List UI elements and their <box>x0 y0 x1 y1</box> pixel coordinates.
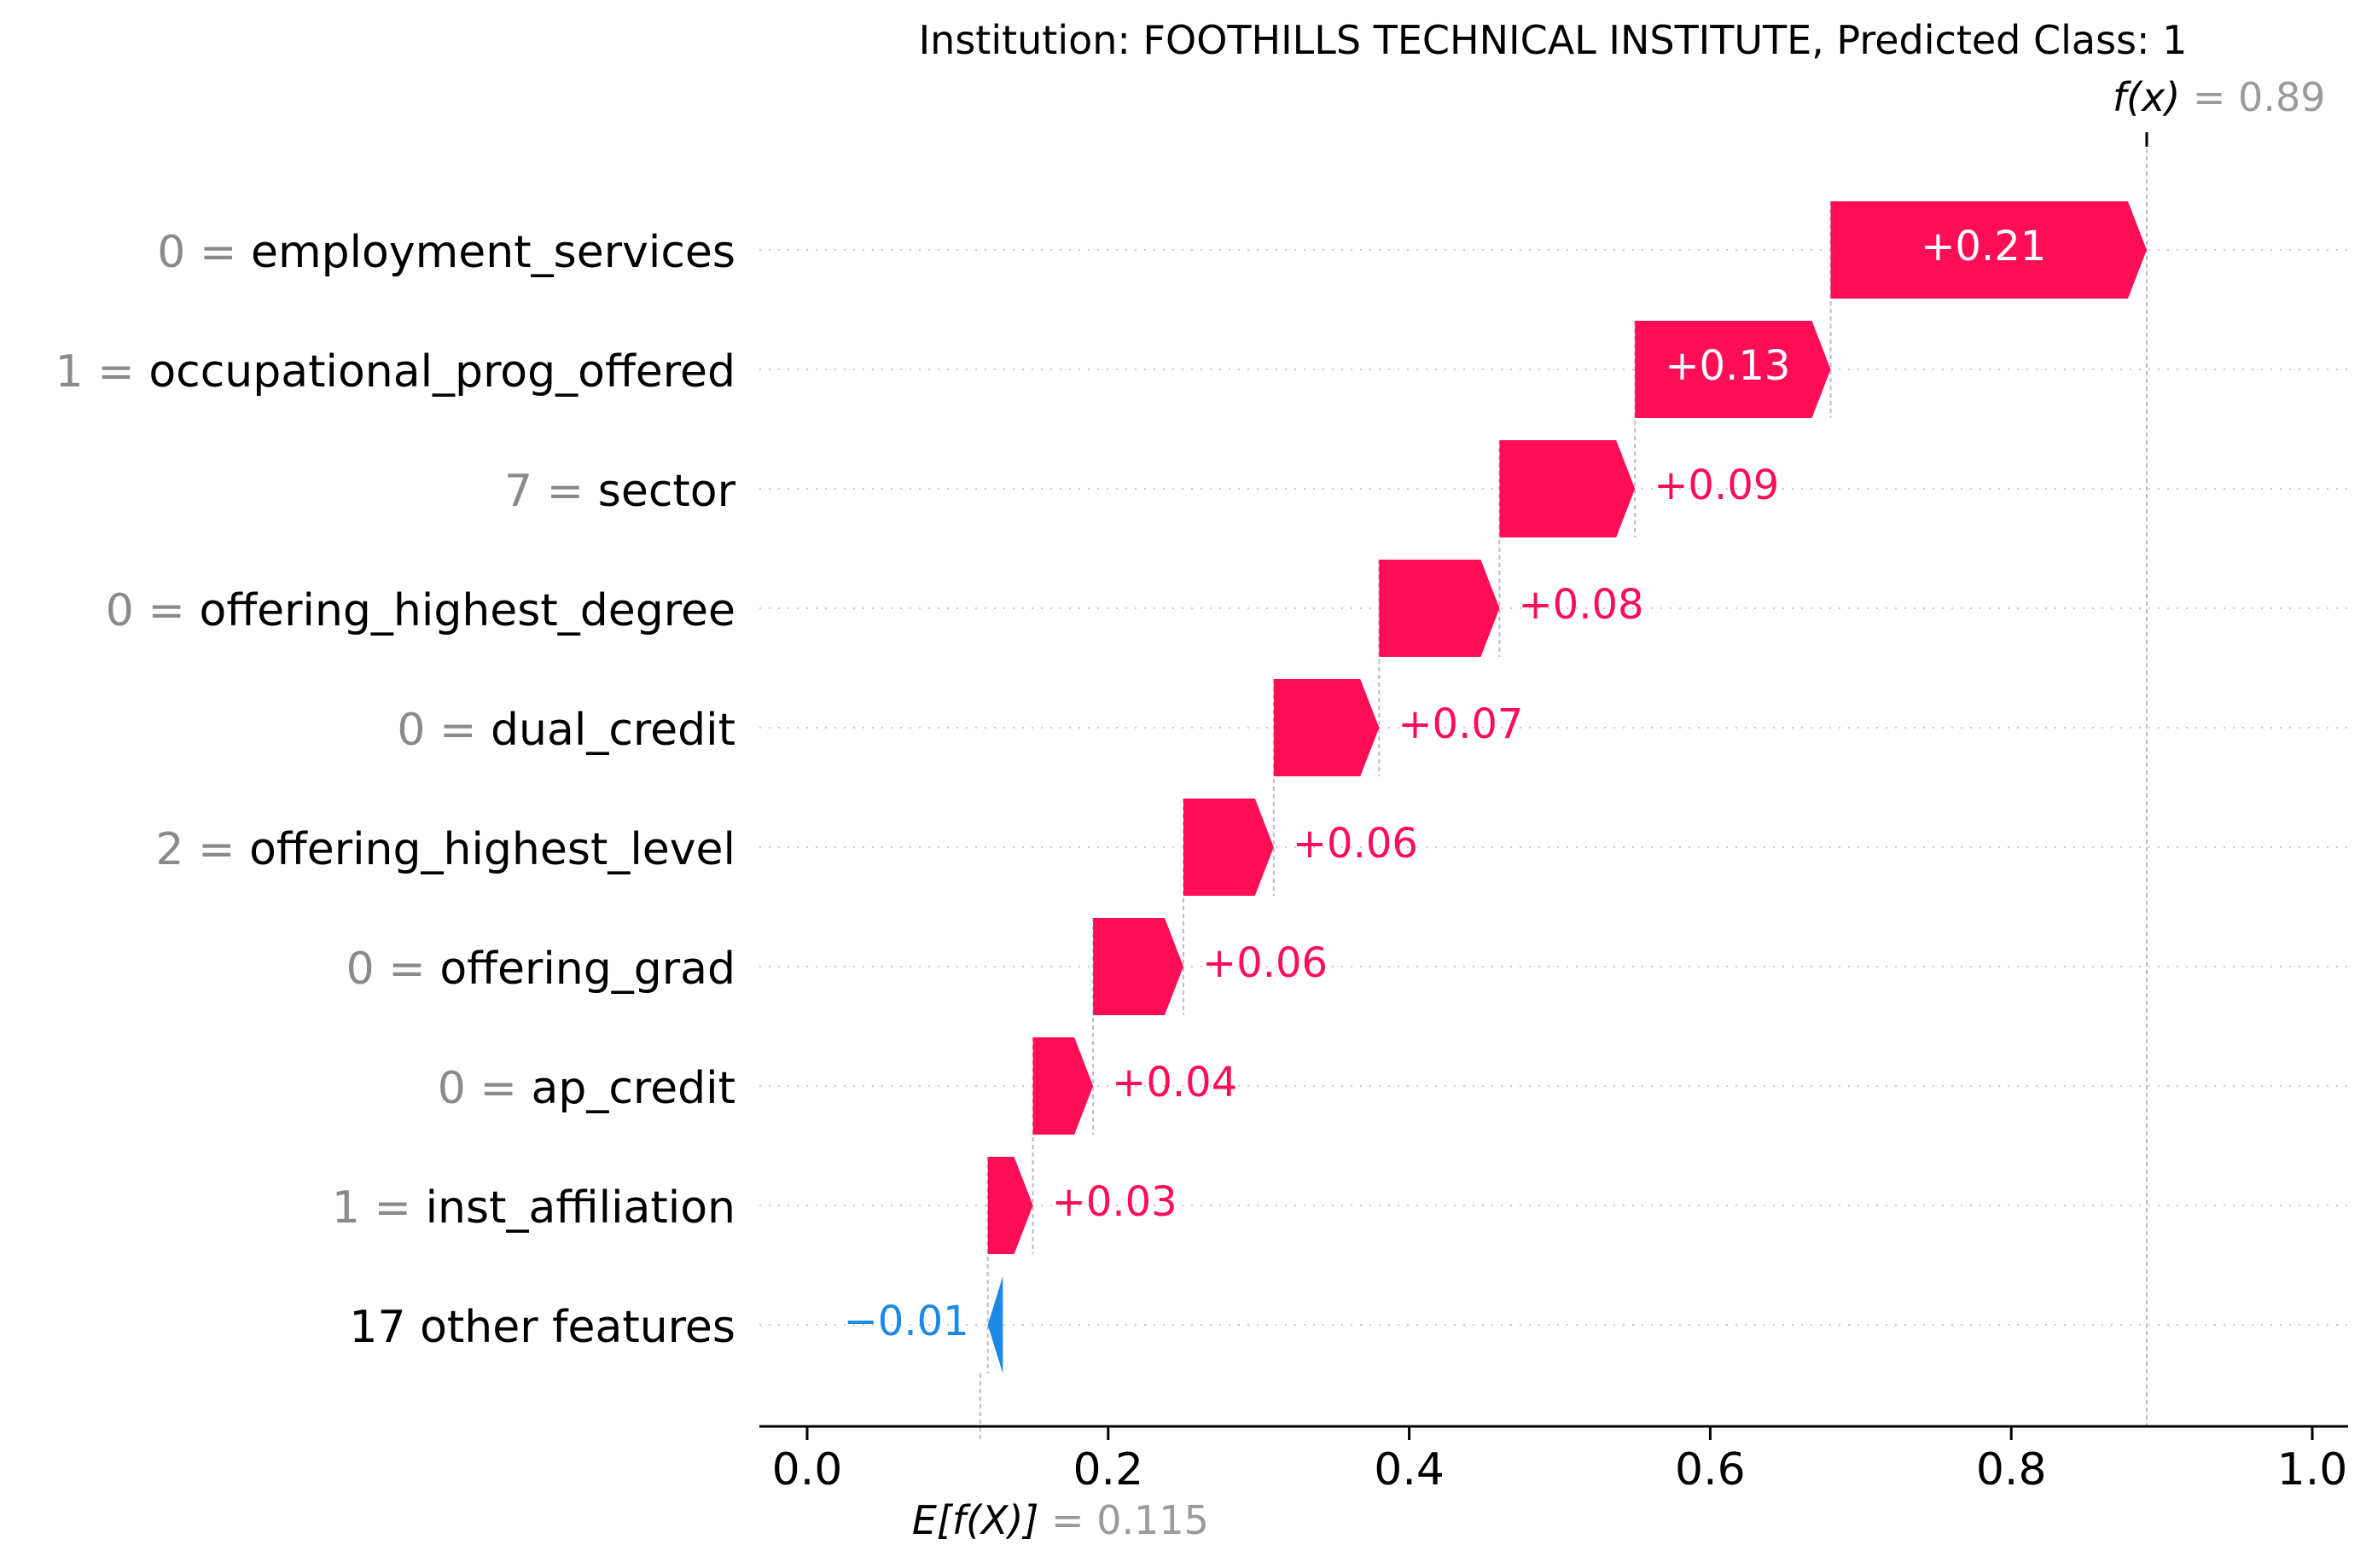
contribution-bars: +0.21 +0.13 +0.09 +0.08 +0.07 +0.06 +0.06 +0.04… <box>844 201 2147 1373</box>
feature-name: offering_highest_level <box>249 824 735 875</box>
feature-label: 0 = ap_credit <box>438 1063 735 1114</box>
feature-name: occupational_prog_offered <box>148 346 735 398</box>
contribution-label: +0.06 <box>1202 939 1328 987</box>
contribution-label: +0.08 <box>1518 581 1643 629</box>
x-tick-label: 0.6 <box>1675 1444 1746 1495</box>
contribution-label: +0.21 <box>1921 223 2046 270</box>
feature-name: 17 other features <box>349 1302 735 1353</box>
x-tick-label: 0.8 <box>1976 1444 2047 1495</box>
x-axis: 0.0 0.2 0.4 0.6 0.8 1.0 <box>759 132 2348 1495</box>
contribution-bar <box>1032 1037 1094 1135</box>
contribution-bar <box>1830 201 2147 299</box>
feature-name: employment_services <box>251 227 735 278</box>
feature-value: 2 = <box>155 824 249 875</box>
feature-label: 1 = occupational_prog_offered <box>55 346 735 398</box>
feature-value: 7 = <box>504 466 598 517</box>
fx-annotation: f(x) = 0.89 <box>2113 74 2326 120</box>
feature-label: 7 = sector <box>504 466 736 517</box>
x-tick-label: 0.2 <box>1073 1444 1143 1495</box>
feature-labels: 0 = employment_services 1 = occupational_… <box>55 227 736 1353</box>
feature-name: ap_credit <box>531 1063 735 1114</box>
feature-name: inst_affiliation <box>426 1182 735 1234</box>
feature-label: 0 = employment_services <box>157 227 735 278</box>
feature-name: dual_credit <box>491 705 735 756</box>
feature-value: 0 = <box>346 944 440 995</box>
value-annotations: f(x) = 0.89 E[f(X)] = 0.115 <box>912 74 2326 1543</box>
feature-name: offering_highest_degree <box>200 585 736 636</box>
contribution-label: +0.03 <box>1052 1178 1177 1226</box>
x-tick-label: 0.4 <box>1374 1444 1445 1495</box>
contribution-label: +0.04 <box>1112 1059 1237 1106</box>
contribution-label: +0.09 <box>1654 462 1779 509</box>
feature-name: sector <box>598 466 736 517</box>
contribution-bar <box>987 1157 1033 1254</box>
chart-title: Institution: FOOTHILLS TECHNICAL INSTITU… <box>919 17 2188 63</box>
contribution-bar <box>1635 321 1831 418</box>
contribution-label: +0.13 <box>1665 342 1790 390</box>
feature-name: offering_grad <box>439 944 735 995</box>
contribution-label: +0.06 <box>1293 820 1418 868</box>
feature-value: 0 = <box>106 585 200 636</box>
contribution-bar <box>1093 918 1183 1015</box>
connector-lines <box>979 141 2148 1442</box>
feature-label: 2 = offering_highest_level <box>155 824 735 875</box>
feature-value: 1 = <box>55 346 149 398</box>
feature-value: 0 = <box>157 227 251 278</box>
feature-label: 1 = inst_affiliation <box>332 1182 735 1234</box>
feature-label: 17 other features <box>349 1302 735 1353</box>
feature-label: 0 = offering_highest_degree <box>106 585 735 636</box>
contribution-bar <box>1183 799 1274 896</box>
contribution-bar <box>1379 560 1500 657</box>
contribution-bar <box>1499 440 1636 537</box>
feature-value: 0 = <box>397 705 491 756</box>
contribution-label: +0.07 <box>1398 700 1523 748</box>
x-tick-label: 1.0 <box>2277 1444 2348 1495</box>
base-value-annotation: E[f(X)] = 0.115 <box>912 1497 1209 1543</box>
contribution-bar <box>1273 679 1380 776</box>
feature-label: 0 = offering_grad <box>346 944 735 995</box>
contribution-bar <box>987 1276 1003 1373</box>
x-tick-label: 0.0 <box>772 1444 843 1495</box>
feature-label: 0 = dual_credit <box>397 705 735 756</box>
feature-value: 1 = <box>332 1182 426 1234</box>
contribution-label: −0.01 <box>844 1298 969 1345</box>
feature-value: 0 = <box>438 1063 532 1114</box>
